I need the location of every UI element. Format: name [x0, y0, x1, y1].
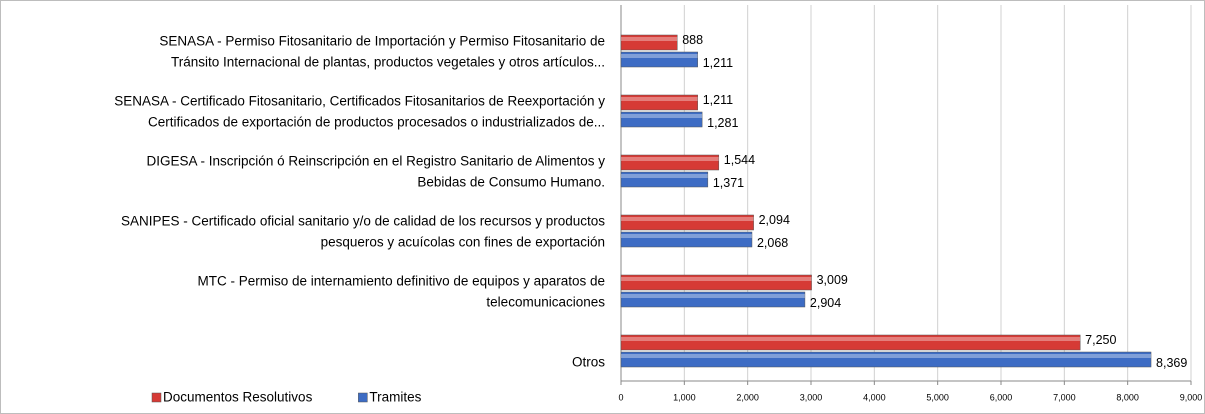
data-label: 3,009 [817, 273, 848, 287]
x-tick-label: 8,000 [1116, 392, 1139, 402]
x-tick-label: 5,000 [926, 392, 949, 402]
category-label: SANIPES - Certificado oficial sanitario … [121, 214, 605, 229]
legend-swatch [151, 392, 162, 403]
data-label: 1,544 [724, 153, 755, 167]
x-tick-label: 1,000 [673, 392, 696, 402]
data-label: 2,904 [810, 296, 841, 310]
bar [620, 94, 698, 111]
bar [620, 274, 812, 291]
category-label: MTC - Permiso de internamiento definitiv… [198, 274, 605, 289]
data-label: 888 [682, 33, 703, 47]
x-tick-label: 0 [618, 392, 623, 402]
x-tick-label: 3,000 [800, 392, 823, 402]
data-label: 2,094 [759, 213, 790, 227]
bar [620, 351, 1152, 368]
data-label: 7,250 [1085, 333, 1116, 347]
bar [620, 291, 806, 308]
data-label: 1,281 [707, 116, 738, 130]
category-label: DIGESA - Inscripción ó Reinscripción en … [147, 154, 606, 169]
category-label: Certificados de exportación de productos… [148, 115, 605, 130]
bar [620, 334, 1081, 351]
data-label: 2,068 [757, 236, 788, 250]
x-tick-label: 6,000 [990, 392, 1013, 402]
data-label: 1,211 [703, 93, 733, 107]
bar [620, 154, 720, 171]
data-label: 1,371 [713, 176, 744, 190]
category-label: pesqueros y acuícolas con fines de expor… [321, 235, 605, 250]
bar [620, 231, 753, 248]
category-label: SENASA - Permiso Fitosanitario de Import… [159, 34, 605, 49]
category-label: Otros [572, 355, 605, 370]
x-tick-label: 2,000 [736, 392, 759, 402]
data-label: 1,211 [703, 56, 733, 70]
category-label: telecomunicaciones [486, 295, 605, 310]
bar [620, 111, 703, 128]
category-label: Tránsito Internacional de plantas, produ… [171, 55, 605, 70]
x-tick-label: 4,000 [863, 392, 886, 402]
legend-label: Documentos Resolutivos [163, 390, 313, 405]
category-label: SENASA - Certificado Fitosanitario, Cert… [114, 94, 605, 109]
legend-label: Tramites [369, 390, 421, 405]
bar [620, 34, 678, 51]
data-label: 8,369 [1156, 356, 1187, 370]
bar [620, 51, 698, 68]
legend-swatch [358, 392, 368, 403]
x-tick-label: 7,000 [1053, 392, 1076, 402]
bar [620, 171, 709, 188]
x-tick-label: 9,000 [1180, 392, 1203, 402]
bar [620, 214, 754, 231]
category-label: Bebidas de Consumo Humano. [417, 175, 605, 190]
